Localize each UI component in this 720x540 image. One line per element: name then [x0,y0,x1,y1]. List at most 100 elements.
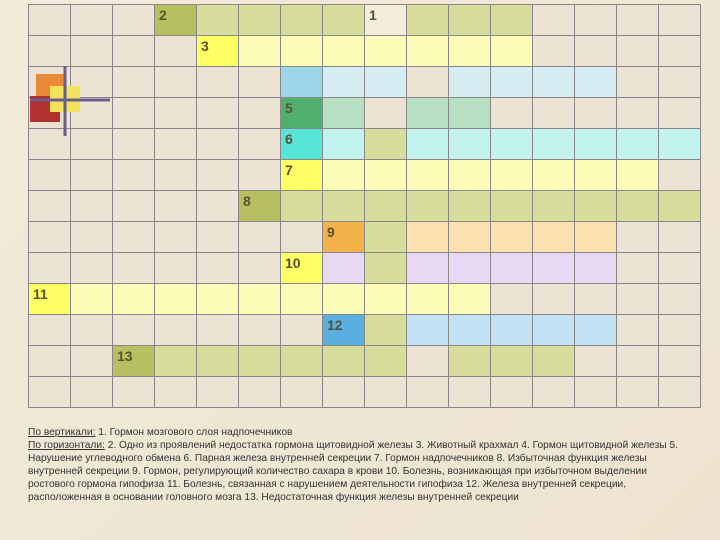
grid-cell [491,315,533,346]
grid-cell [323,98,365,129]
grid-cell [113,284,155,315]
grid-cell [239,222,281,253]
grid-cell [533,36,575,67]
grid-cell [113,315,155,346]
grid-cell [407,67,449,98]
cell-number: 10 [285,255,301,271]
grid-cell: 8 [239,191,281,222]
grid-cell [365,191,407,222]
cell-number: 6 [285,131,293,147]
grid-cell [407,315,449,346]
grid-cell [113,36,155,67]
grid-cell [71,191,113,222]
grid-cell [575,36,617,67]
grid-cell [449,160,491,191]
grid-cell [155,191,197,222]
grid-cell [155,129,197,160]
grid-cell [617,284,659,315]
grid-cell [617,253,659,284]
grid-cell [449,191,491,222]
grid-cell [449,377,491,408]
grid-cell: 9 [323,222,365,253]
grid-cell [575,315,617,346]
grid-cell [449,284,491,315]
crossword-grid: 2135678910111213 [28,4,701,408]
grid-cell [533,377,575,408]
grid-cell [449,315,491,346]
grid-cell [113,67,155,98]
grid-cell [575,222,617,253]
grid-cell [29,129,71,160]
grid-cell [197,98,239,129]
grid-cell [113,160,155,191]
grid-cell: 5 [281,98,323,129]
grid-cell [449,346,491,377]
grid-cell [29,377,71,408]
grid-cell [281,36,323,67]
grid-cell [407,377,449,408]
grid-cell [239,377,281,408]
horizontal-text: 2. Одно из проявлений недостатка гормона… [28,440,678,503]
grid-cell [239,36,281,67]
grid-cell [155,253,197,284]
grid-cell [71,36,113,67]
grid-cell [617,377,659,408]
grid-cell [365,315,407,346]
grid-cell [617,315,659,346]
grid-cell: 3 [197,36,239,67]
grid-cell [575,129,617,160]
grid-cell [575,191,617,222]
grid-cell: 2 [155,5,197,36]
grid-cell [659,377,701,408]
grid-cell [491,98,533,129]
grid-cell [29,5,71,36]
grid-cell [617,129,659,160]
grid-cell [365,160,407,191]
grid-cell [29,98,71,129]
grid-cell [71,253,113,284]
grid-cell [155,160,197,191]
grid-cell [197,5,239,36]
grid-cell [617,222,659,253]
grid-cell [491,222,533,253]
grid-cell [323,160,365,191]
grid-cell [491,67,533,98]
grid-cell [533,98,575,129]
grid-cell [365,346,407,377]
grid-cell [575,160,617,191]
cell-number: 1 [369,7,377,23]
grid-cell: 6 [281,129,323,160]
grid-cell [155,98,197,129]
grid-cell [281,284,323,315]
grid-cell [365,253,407,284]
grid-cell [659,253,701,284]
grid-cell [659,284,701,315]
grid-cell [197,129,239,160]
grid-cell [323,377,365,408]
grid-cell [197,222,239,253]
grid-cell [197,253,239,284]
grid-cell [29,160,71,191]
grid-cell [29,315,71,346]
grid-cell: 13 [113,346,155,377]
grid-cell [575,346,617,377]
grid-cell [407,346,449,377]
grid-cell [155,67,197,98]
grid-cell [113,191,155,222]
grid-cell [323,346,365,377]
grid-cell [617,191,659,222]
grid-cell [239,284,281,315]
cell-number: 2 [159,7,167,23]
grid-cell [617,98,659,129]
cell-number: 9 [327,224,335,240]
grid-cell [407,5,449,36]
grid-cell [617,5,659,36]
grid-cell [365,377,407,408]
grid-cell [659,346,701,377]
grid-cell [407,98,449,129]
grid-cell [533,346,575,377]
grid-cell [71,129,113,160]
grid-cell [449,222,491,253]
grid-cell [71,98,113,129]
grid-cell [323,36,365,67]
